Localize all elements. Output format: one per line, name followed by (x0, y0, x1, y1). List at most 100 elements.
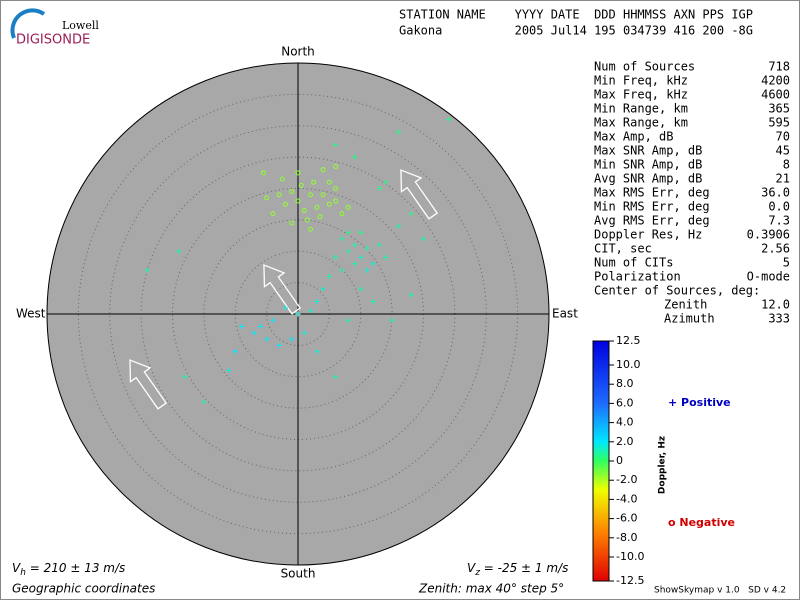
source-plus (345, 317, 351, 323)
source-circle (304, 217, 310, 223)
source-circle (276, 192, 282, 198)
stat-label: Min SNR Amp, dB (594, 158, 702, 172)
source-circle (320, 192, 326, 198)
source-plus (289, 336, 295, 342)
source-plus (232, 349, 238, 355)
source-plus (239, 324, 245, 330)
colorbar-tick-label: -8.0 (616, 531, 637, 544)
source-plus (370, 298, 376, 304)
dir-south: South (281, 567, 316, 581)
source-plus (389, 317, 395, 323)
colorbar-tick-label: -10.0 (616, 550, 644, 563)
source-plus (351, 242, 357, 248)
colorbar-tick-label: 12.5 (616, 334, 641, 347)
vz-sub: z (474, 568, 480, 578)
source-plus (395, 223, 401, 229)
source-circle (326, 179, 332, 185)
source-plus (308, 308, 314, 314)
source-plus (201, 399, 207, 405)
source-plus (408, 211, 414, 217)
arrow (129, 359, 168, 410)
stat-value: 36.0 (761, 186, 790, 200)
stat-label: Min Freq, kHz (594, 74, 688, 88)
logo-swoosh (10, 8, 46, 39)
source-plus (144, 267, 150, 273)
source-plus (333, 142, 339, 148)
azimuth-value: 333 (768, 312, 790, 326)
source-plus (251, 330, 257, 336)
stat-label: Min Range, km (594, 102, 688, 116)
source-plus (358, 229, 364, 235)
stat-value: 7.3 (768, 214, 790, 228)
source-circle (333, 198, 339, 204)
source-circle (317, 214, 323, 220)
source-circle (345, 204, 351, 210)
colorbar-tick-label: -4.0 (616, 492, 637, 505)
vz-text: = -25 ± 1 m/s (480, 561, 568, 575)
source-circle (308, 192, 314, 198)
source-plus (333, 374, 339, 380)
colorbar (592, 340, 610, 582)
source-plus (383, 179, 389, 185)
stat-value: 45 (776, 144, 790, 158)
source-circle (326, 201, 332, 207)
colorbar-tick-label: 4.0 (616, 416, 634, 429)
stat-value: 70 (776, 130, 790, 144)
source-circle (314, 204, 320, 210)
colorbar-tick-label: -12.5 (616, 574, 644, 587)
source-plus (345, 229, 351, 235)
colorbar-tick-label: 0 (616, 454, 623, 467)
zenith-label: Zenith (664, 298, 707, 312)
source-plus (377, 242, 383, 248)
source-circle (295, 170, 301, 176)
stat-value: 2.56 (761, 242, 790, 256)
source-circle (308, 226, 314, 232)
source-plus (408, 292, 414, 298)
source-plus (326, 273, 332, 279)
source-circle (311, 179, 317, 185)
stat-value: 0.3906 (747, 228, 790, 242)
vh: Vh = 210 ± 13 m/s (12, 561, 125, 578)
colorbar-tick-label: 8.0 (616, 377, 634, 390)
source-plus (446, 116, 452, 122)
arrow (400, 169, 439, 220)
vh-sub: h (20, 568, 26, 578)
source-plus (395, 129, 401, 135)
stat-label: CIT, sec (594, 242, 652, 256)
colorbar-tick-label: -6.0 (616, 512, 637, 525)
colorbar-tick-label: -2.0 (616, 473, 637, 486)
source-plus (301, 330, 307, 336)
source-circle (260, 170, 266, 176)
stat-value: 365 (768, 102, 790, 116)
stat-value: 595 (768, 116, 790, 130)
source-plus (282, 305, 288, 311)
stat-value: 8 (783, 158, 790, 172)
dir-west: West (16, 307, 46, 321)
source-circle (333, 164, 339, 170)
vz-v: V (467, 561, 476, 575)
source-plus (345, 248, 351, 254)
source-circle (270, 211, 276, 217)
stat-label: Polarization (594, 270, 681, 284)
stat-label: Max Range, km (594, 116, 688, 130)
version: ShowSkymap v 1.0 SD v 4.2 (654, 586, 786, 596)
stat-value: 4600 (761, 88, 790, 102)
source-plus (314, 349, 320, 355)
source-plus (339, 267, 345, 273)
arrow (263, 264, 302, 315)
source-plus (276, 342, 282, 348)
source-circle (320, 167, 326, 173)
source-plus (314, 298, 320, 304)
colorbar-label: Doppler, Hz (658, 436, 668, 494)
source-plus (358, 286, 364, 292)
stat-value: 5 (783, 256, 790, 270)
stat-label: Doppler Res, Hz (594, 228, 702, 242)
stat-value: 21 (776, 172, 790, 186)
logo-bottom: DIGISONDE (16, 33, 90, 48)
source-circle (295, 198, 301, 204)
colorbar-tick-label: 2.0 (616, 435, 634, 448)
colorbar-tick-label: 10.0 (616, 358, 641, 371)
stat-label: Avg RMS Err, deg (594, 214, 710, 228)
header-line: Gakona 2005 Jul14 195 034739 416 200 -8G (399, 24, 753, 38)
